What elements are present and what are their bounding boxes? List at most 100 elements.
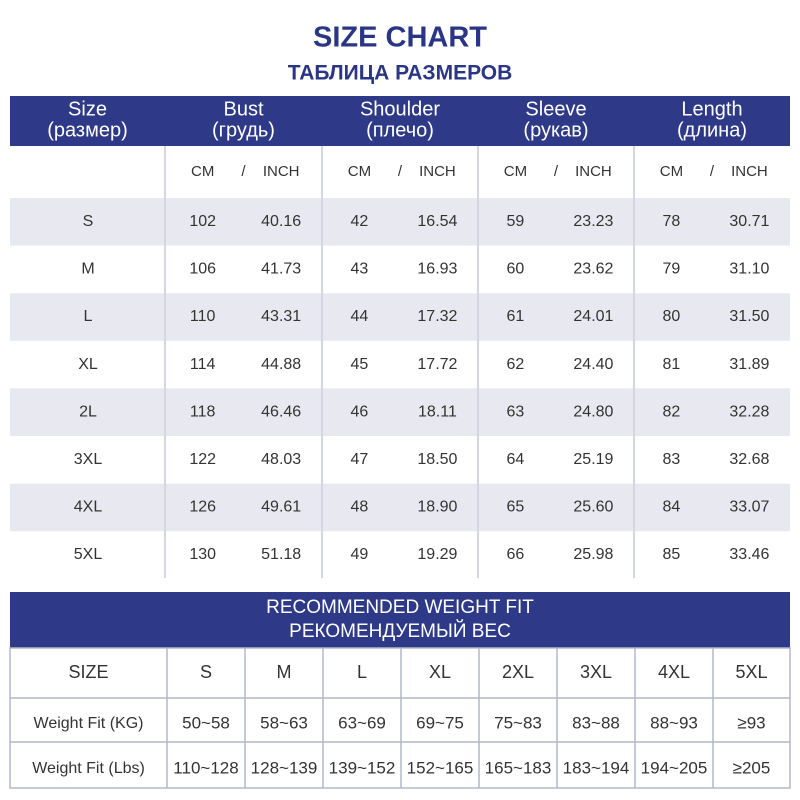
unit-label: / <box>554 163 559 180</box>
weight-cell: 75~83 <box>494 713 542 732</box>
cell: 32.68 <box>729 451 769 468</box>
cell: 66 <box>507 546 525 563</box>
cell: 84 <box>663 499 681 516</box>
cell: 18.11 <box>418 403 457 420</box>
cell: 118 <box>190 403 216 420</box>
column-title: Shoulder <box>360 98 440 120</box>
size-cell: M <box>81 261 94 278</box>
size-cell: XL <box>78 356 98 373</box>
weight-cell: S <box>200 662 212 682</box>
unit-label: CM <box>504 163 527 180</box>
weight-cell: 3XL <box>580 662 612 682</box>
weight-cell: L <box>357 662 367 682</box>
unit-label: INCH <box>263 163 300 180</box>
row-band <box>10 483 790 532</box>
cell: 81 <box>663 356 681 373</box>
cell: 102 <box>189 213 216 230</box>
unit-label: CM <box>191 163 214 180</box>
column-title-ru: (грудь) <box>212 119 275 141</box>
unit-label: INCH <box>419 163 456 180</box>
column-title: Bust <box>223 98 263 120</box>
weight-cell: 4XL <box>658 662 690 682</box>
cell: 43.31 <box>261 308 301 325</box>
cell: 18.50 <box>417 451 457 468</box>
row-band <box>10 198 790 246</box>
cell: 80 <box>663 308 681 325</box>
cell: 130 <box>189 546 216 563</box>
unit-label: / <box>241 163 246 180</box>
cell: 17.72 <box>417 356 457 373</box>
cell: 18.90 <box>417 499 457 516</box>
cell: 45 <box>351 356 369 373</box>
weight-cell: 165~183 <box>485 758 552 777</box>
weight-cell: 194~205 <box>641 758 708 777</box>
cell: 51.18 <box>261 546 301 563</box>
weight-cell: 183~194 <box>563 758 630 777</box>
unit-label: CM <box>348 163 371 180</box>
cell: 16.93 <box>417 261 457 278</box>
cell: 49 <box>351 546 369 563</box>
row-band <box>10 388 790 436</box>
cell: 41.73 <box>261 261 301 278</box>
cell: 64 <box>507 451 525 468</box>
cell: 48 <box>351 499 369 516</box>
column-title: Sleeve <box>525 98 586 120</box>
cell: 122 <box>189 451 216 468</box>
column-title-ru: (плечо) <box>366 119 434 141</box>
cell: 32.28 <box>729 403 769 420</box>
title: SIZE CHART <box>313 22 487 54</box>
cell: 63 <box>507 403 525 420</box>
cell: 126 <box>189 499 216 516</box>
weight-subtitle: РЕКОМЕНДУЕМЫЙ ВЕС <box>289 620 511 642</box>
weight-cell: 63~69 <box>338 713 386 732</box>
unit-label: INCH <box>731 163 768 180</box>
cell: 33.07 <box>729 499 769 516</box>
cell: 62 <box>507 356 525 373</box>
unit-label: / <box>710 163 715 180</box>
cell: 85 <box>663 546 681 563</box>
cell: 31.10 <box>729 261 769 278</box>
cell: 31.50 <box>729 308 769 325</box>
cell: 23.23 <box>573 213 613 230</box>
header-band <box>10 96 790 146</box>
weight-cell: 5XL <box>735 662 767 682</box>
cell: 24.80 <box>573 403 613 420</box>
cell: 83 <box>663 451 681 468</box>
cell: 44.88 <box>261 356 301 373</box>
unit-label: INCH <box>575 163 612 180</box>
size-cell: L <box>84 308 93 325</box>
weight-band <box>10 592 790 648</box>
cell: 60 <box>507 261 525 278</box>
cell: 23.62 <box>573 261 613 278</box>
size-cell: 4XL <box>74 499 103 516</box>
cell: 106 <box>189 261 216 278</box>
weight-border <box>9 647 791 789</box>
cell: 79 <box>663 261 681 278</box>
weight-cell: 69~75 <box>416 713 464 732</box>
cell: 40.16 <box>261 213 301 230</box>
unit-label: CM <box>660 163 683 180</box>
weight-cell: 110~128 <box>173 758 238 777</box>
cell: 114 <box>190 356 216 373</box>
cell: 25.98 <box>573 546 613 563</box>
weight-cell: Weight Fit (Lbs) <box>32 760 145 777</box>
cell: 43 <box>351 261 369 278</box>
cell: 33.46 <box>729 546 769 563</box>
size-cell: 5XL <box>74 546 103 563</box>
cell: 42 <box>351 213 369 230</box>
cell: 44 <box>351 308 369 325</box>
column-title: Size <box>68 98 107 120</box>
weight-cell: 152~165 <box>407 758 474 777</box>
weight-cell: 50~58 <box>182 713 230 732</box>
cell: 16.54 <box>417 213 457 230</box>
cell: 65 <box>507 499 525 516</box>
weight-cell: 2XL <box>502 662 534 682</box>
cell: 30.71 <box>729 213 769 230</box>
weight-cell: 128~139 <box>251 758 318 777</box>
cell: 61 <box>507 308 525 325</box>
weight-cell: 88~93 <box>650 713 698 732</box>
size-cell: 2L <box>79 403 97 420</box>
column-title-ru: (размер) <box>47 119 128 141</box>
size-cell: S <box>83 213 94 230</box>
weight-cell: ≥93 <box>737 713 765 732</box>
